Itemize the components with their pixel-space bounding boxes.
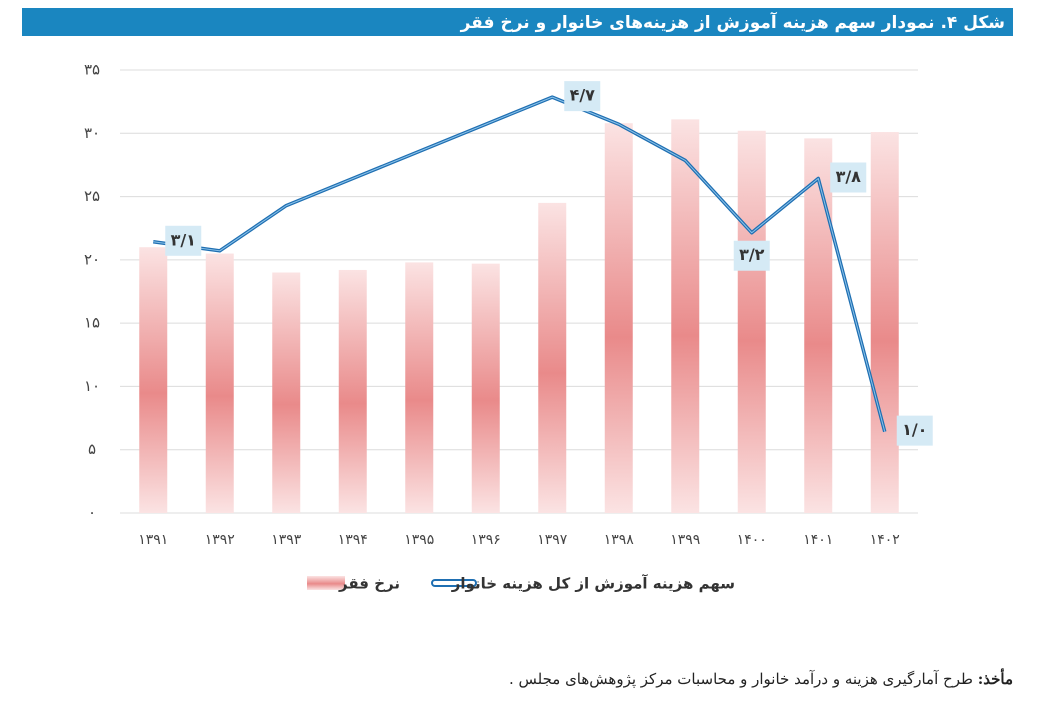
chart: شکل ۴. نمودار سهم هزینه آموزش از هزینه‌ه… [22,8,1013,593]
data-label-box [733,240,770,271]
x-tick-label: ۱۳۹۹ [670,532,700,548]
bar [538,202,567,513]
line [153,95,887,433]
chart-title: شکل ۴. نمودار سهم هزینه آموزش از هزینه‌ه… [460,11,1005,33]
bar [139,247,168,513]
bar [671,119,700,513]
y-tick-label: ۰ [88,504,96,522]
data-label-box [896,415,933,446]
x-tick-label: ۱۳۹۶ [471,532,501,548]
title-bar [22,8,1013,36]
x-tick-label: ۱۳۹۳ [271,532,302,548]
y-tick-label: ۵ [88,440,96,458]
x-tick-label: ۱۳۹۸ [604,532,635,548]
legend-swatch [307,576,345,590]
x-tick-label: ۱۴۰۱ [803,532,833,548]
source-label: مأخذ: [977,670,1013,688]
y-tick-label: ۲۰ [84,250,100,268]
bar [804,138,833,513]
x-tick-label: ۱۴۰۰ [737,532,767,548]
line-highlight [153,96,886,432]
bar [870,132,899,513]
x-tick-label: ۱۳۹۷ [537,532,568,548]
y-tick-label: ۳۵ [84,61,100,79]
x-tick-label: ۱۳۹۱ [138,532,168,548]
legend-label: نرخ فقر [338,575,400,593]
y-tick-label: ۳۰ [84,124,100,142]
data-label: ۳/۲ [739,245,765,264]
data-label: ۳/۱ [171,230,196,249]
bar [604,123,633,513]
bar [737,130,766,514]
y-tick-label: ۱۰ [84,377,100,395]
x-tick-label: ۱۳۹۵ [404,532,434,548]
x-tick-label: ۱۳۹۲ [205,532,235,548]
bar [205,253,234,513]
bar [272,272,301,513]
bar [405,262,434,513]
data-label: ۴/۷ [570,86,596,105]
bar [471,263,500,513]
x-tick-label: ۱۳۹۴ [338,532,368,548]
x-tick-label: ۱۴۰۲ [870,532,900,548]
legend-swatch [431,579,477,587]
y-tick-label: ۱۵ [84,314,100,332]
data-label-box [830,162,867,193]
bar [338,269,367,513]
legend-label: سهم هزینه آموزش از کل هزینه خانوار [451,575,735,593]
data-label-box [165,225,202,256]
data-label: ۳/۸ [836,167,862,186]
data-label-box [564,81,601,112]
source: مأخذ: طرح آمارگیری هزینه و درآمد خانوار … [509,670,1013,688]
source-text: طرح آمارگیری هزینه و درآمد خانوار و محاس… [508,670,973,688]
y-tick-label: ۲۵ [84,187,100,205]
data-label: ۱/۰ [902,420,927,439]
